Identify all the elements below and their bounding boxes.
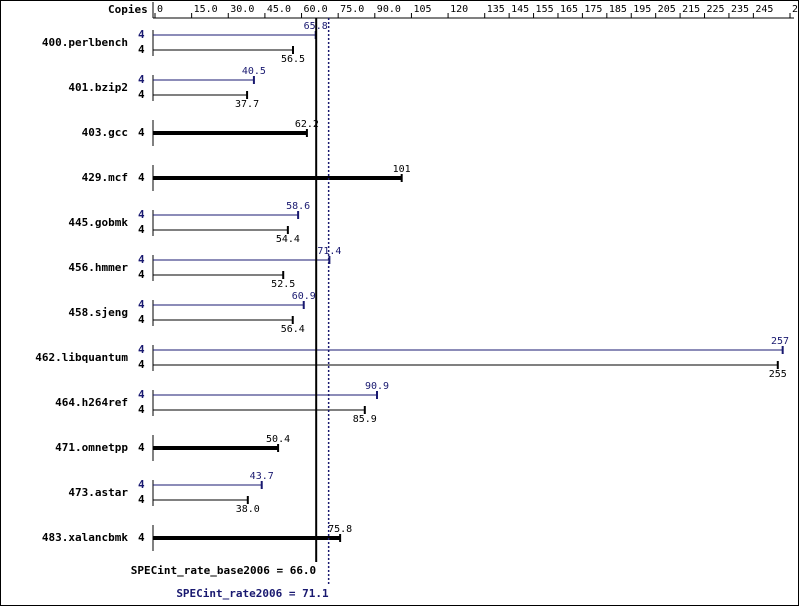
x-tick-label: 205 <box>658 4 676 15</box>
category-label: 401.bzip2 <box>68 81 128 94</box>
category-label: 429.mcf <box>82 171 128 184</box>
category-label: 400.perlbench <box>42 36 128 49</box>
bar <box>153 79 254 81</box>
copies-label: 4 <box>138 478 145 491</box>
value-label: 38.0 <box>236 504 260 515</box>
category-label: 483.xalancbmk <box>42 531 128 544</box>
value-label: 75.8 <box>328 524 352 535</box>
bar <box>153 304 304 306</box>
copies-label: 4 <box>138 208 145 221</box>
value-label: 52.5 <box>271 279 295 290</box>
copies-label: 4 <box>138 223 145 236</box>
x-tick-label: 225 <box>707 4 725 15</box>
bar <box>153 484 262 486</box>
reference-label: SPECint_rate_base2006 = 66.0 <box>131 564 316 577</box>
value-label: 37.7 <box>235 99 259 110</box>
x-tick-label: 30.0 <box>230 4 254 15</box>
copies-label: 4 <box>138 88 145 101</box>
x-tick-label: 215 <box>682 4 700 15</box>
bar <box>153 49 293 51</box>
x-tick-label: 60.0 <box>304 4 328 15</box>
category-label: 456.hmmer <box>68 261 128 274</box>
copies-header: Copies <box>108 3 148 16</box>
copies-label: 4 <box>138 531 145 544</box>
x-tick-label: 135 <box>487 4 505 15</box>
bar <box>153 131 307 135</box>
x-tick-label: 155 <box>536 4 554 15</box>
x-tick-label: 175 <box>584 4 602 15</box>
value-label: 40.5 <box>242 66 266 77</box>
bar <box>153 409 365 411</box>
bar <box>153 176 402 180</box>
copies-label: 4 <box>138 441 145 454</box>
x-tick-label: 145 <box>511 4 529 15</box>
copies-label: 4 <box>138 343 145 356</box>
copies-label: 4 <box>138 268 145 281</box>
x-tick-label: 165 <box>560 4 578 15</box>
x-tick-label: 120 <box>450 4 468 15</box>
value-label: 101 <box>393 164 411 175</box>
category-label: 445.gobmk <box>68 216 128 229</box>
copies-label: 4 <box>138 28 145 41</box>
value-label: 43.7 <box>250 471 274 482</box>
value-label: 50.4 <box>266 434 290 445</box>
category-label: 471.omnetpp <box>55 441 128 454</box>
bar <box>153 349 783 351</box>
reference-label: SPECint_rate2006 = 71.1 <box>176 587 329 600</box>
bar <box>153 94 248 96</box>
value-label: 56.4 <box>281 324 305 335</box>
bar <box>153 394 378 396</box>
copies-label: 4 <box>138 171 145 184</box>
copies-label: 4 <box>138 388 145 401</box>
bar <box>153 259 330 261</box>
copies-label: 4 <box>138 43 145 56</box>
x-tick-label: 185 <box>609 4 627 15</box>
copies-label: 4 <box>138 73 145 86</box>
bar <box>153 364 778 366</box>
copies-label: 4 <box>138 253 145 266</box>
value-label: 54.4 <box>276 234 300 245</box>
category-label: 473.astar <box>68 486 128 499</box>
x-tick-label: 0 <box>157 4 163 15</box>
bar <box>153 536 341 540</box>
copies-label: 4 <box>138 493 145 506</box>
value-label: 257 <box>771 336 789 347</box>
bar <box>153 229 288 231</box>
value-label: 255 <box>769 369 787 380</box>
copies-label: 4 <box>138 298 145 311</box>
bar <box>153 446 279 450</box>
value-label: 56.5 <box>281 54 305 65</box>
category-label: 464.h264ref <box>55 396 128 409</box>
x-tick-label: 195 <box>633 4 651 15</box>
value-label: 85.9 <box>353 414 377 425</box>
x-tick-label: 45.0 <box>267 4 291 15</box>
x-tick-label: 15.0 <box>194 4 218 15</box>
category-label: 458.sjeng <box>68 306 128 319</box>
bar <box>153 274 284 276</box>
x-tick-label: 75.0 <box>340 4 364 15</box>
category-label: 462.libquantum <box>35 351 128 364</box>
x-tick-label: 90.0 <box>377 4 401 15</box>
value-label: 60.9 <box>292 291 316 302</box>
bar <box>153 34 316 36</box>
copies-label: 4 <box>138 313 145 326</box>
value-label: 58.6 <box>286 201 310 212</box>
x-tick-label: 105 <box>413 4 431 15</box>
value-label: 90.9 <box>365 381 389 392</box>
category-label: 403.gcc <box>82 126 128 139</box>
value-label: 62.2 <box>295 119 319 130</box>
x-tick-label: 235 <box>731 4 749 15</box>
x-tick-label: 260 <box>792 4 799 15</box>
bar <box>153 499 248 501</box>
bar <box>153 214 299 216</box>
copies-label: 4 <box>138 403 145 416</box>
x-tick-label: 245 <box>755 4 773 15</box>
bar <box>153 319 293 321</box>
copies-label: 4 <box>138 358 145 371</box>
copies-label: 4 <box>138 126 145 139</box>
